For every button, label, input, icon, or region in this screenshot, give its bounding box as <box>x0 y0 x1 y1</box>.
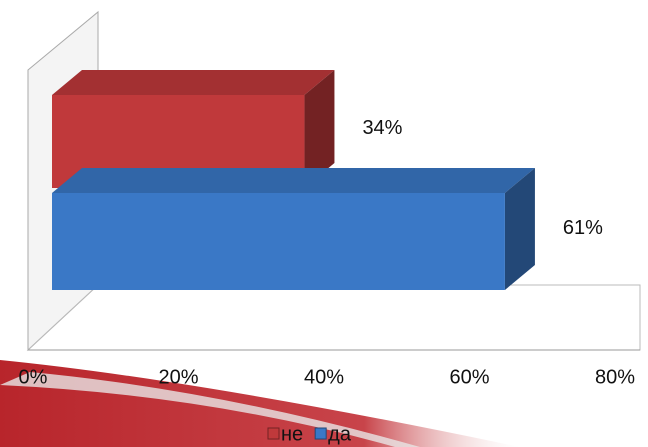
legend-label: да <box>328 423 352 445</box>
x-tick-label: 20% <box>158 366 198 388</box>
legend-label: не <box>281 423 303 445</box>
data-label: 61% <box>563 217 603 239</box>
decor-swoosh <box>0 360 520 447</box>
legend: не да <box>267 423 352 445</box>
bar-top <box>52 70 335 95</box>
floor <box>26 284 641 351</box>
x-tick-label: 40% <box>304 366 344 388</box>
data-label: 34% <box>362 117 402 139</box>
x-tick-label: 0% <box>19 366 48 388</box>
bar <box>52 193 505 290</box>
x-tick-label: 60% <box>449 366 489 388</box>
x-tick-label: 80% <box>595 366 635 388</box>
legend-swatch <box>267 427 280 440</box>
bar-top <box>52 168 535 193</box>
legend-swatch <box>314 427 327 440</box>
decor-swoosh-light <box>0 372 420 447</box>
bar-side <box>504 168 535 290</box>
bar-side <box>304 70 335 188</box>
